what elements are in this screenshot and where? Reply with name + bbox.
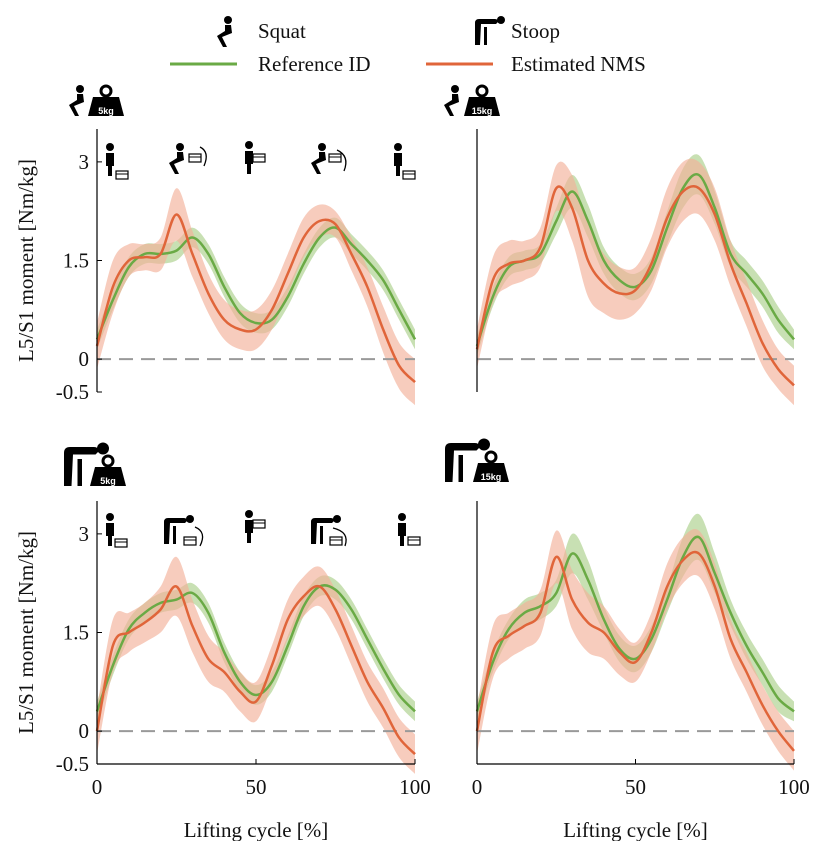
stand-icon xyxy=(245,141,253,174)
stand-icon xyxy=(394,143,402,176)
stoop-icon xyxy=(475,16,505,45)
stand-icon xyxy=(106,513,114,546)
box-icon xyxy=(252,153,266,163)
box-icon xyxy=(402,170,416,180)
squat-icon xyxy=(169,143,184,174)
condition-squat-5kg: 5kg xyxy=(69,84,126,118)
series-line-reference-id xyxy=(475,535,795,713)
y-tick-label: -0.5 xyxy=(56,752,89,776)
y-tick-label: 1.5 xyxy=(63,621,89,645)
stand-icon xyxy=(245,510,253,543)
y-axis-label: L5/S1 moment [Nm/kg] xyxy=(14,159,38,362)
box-icon xyxy=(188,153,202,163)
lift-arrow-icon xyxy=(194,526,204,547)
squat-icon xyxy=(217,16,232,47)
stand-icon xyxy=(398,513,406,546)
series-line-estimated-nms xyxy=(95,584,416,755)
weight-label: 15kg xyxy=(472,106,493,116)
phase-icons-stoop xyxy=(106,510,421,548)
legend-reference-label: Reference ID xyxy=(258,52,371,76)
series-line-estimated-nms xyxy=(475,184,795,387)
y-tick-label: 0 xyxy=(79,719,90,743)
series-line-estimated-nms xyxy=(95,213,416,384)
box-icon xyxy=(183,536,197,546)
condition-stoop-15kg: 15kg xyxy=(445,438,511,484)
x-tick-label: 0 xyxy=(472,775,483,799)
x-tick-label: 50 xyxy=(246,775,267,799)
condition-squat-15kg: 15kg xyxy=(444,84,502,118)
y-tick-label: 3 xyxy=(79,522,90,546)
weight-label: 15kg xyxy=(481,472,502,482)
panel-squat-5kg: -0.5 0 1.5 3 L5/S1 moment [Nm/kg] xyxy=(14,129,417,406)
box-icon xyxy=(328,153,342,163)
y-tick-label: 3 xyxy=(79,150,90,174)
legend-squat-label: Squat xyxy=(258,19,306,43)
panel-squat-15kg xyxy=(475,129,795,406)
box-icon xyxy=(114,538,128,548)
y-tick-label: 0 xyxy=(79,347,90,371)
box-icon xyxy=(115,170,129,180)
weight-label: 5kg xyxy=(98,106,114,116)
band-estimated-nms xyxy=(477,158,794,406)
x-tick-label: 100 xyxy=(778,775,810,799)
x-tick-label: 100 xyxy=(399,775,431,799)
series-line-reference-id xyxy=(95,226,417,340)
phase-icons-squat xyxy=(106,141,416,180)
y-axis-label: L5/S1 moment [Nm/kg] xyxy=(14,531,38,734)
box-icon xyxy=(407,536,421,546)
condition-stoop-5kg: 5kg xyxy=(64,442,128,488)
lower-arrow-icon xyxy=(336,149,347,172)
squat-icon xyxy=(69,85,84,116)
box-icon xyxy=(329,536,343,546)
lower-arrow-icon xyxy=(332,527,347,547)
legend: Squat Stoop Reference ID Estimated NMS xyxy=(170,16,646,76)
x-axis-label: Lifting cycle [%] xyxy=(184,818,329,841)
y-tick-label: -0.5 xyxy=(56,380,89,404)
legend-estimated-label: Estimated NMS xyxy=(511,52,646,76)
y-tick-label: 1.5 xyxy=(63,249,89,273)
lift-arrow-icon xyxy=(199,146,207,167)
series-line-reference-id xyxy=(95,584,416,713)
stand-icon xyxy=(106,143,114,176)
box-icon xyxy=(252,519,266,529)
squat-icon xyxy=(444,85,459,116)
squat-icon xyxy=(311,143,326,174)
panel-stoop-15kg: 0 50 100 Lifting cycle [%] xyxy=(472,501,810,841)
band-estimated-nms xyxy=(97,188,415,406)
weight-label: 5kg xyxy=(100,476,116,486)
x-tick-label: 0 xyxy=(92,775,103,799)
series-line-estimated-nms xyxy=(475,550,795,752)
band-estimated-nms xyxy=(97,556,415,774)
x-tick-label: 50 xyxy=(625,775,646,799)
legend-stoop-label: Stoop xyxy=(511,19,560,43)
x-axis-label: Lifting cycle [%] xyxy=(563,818,708,841)
